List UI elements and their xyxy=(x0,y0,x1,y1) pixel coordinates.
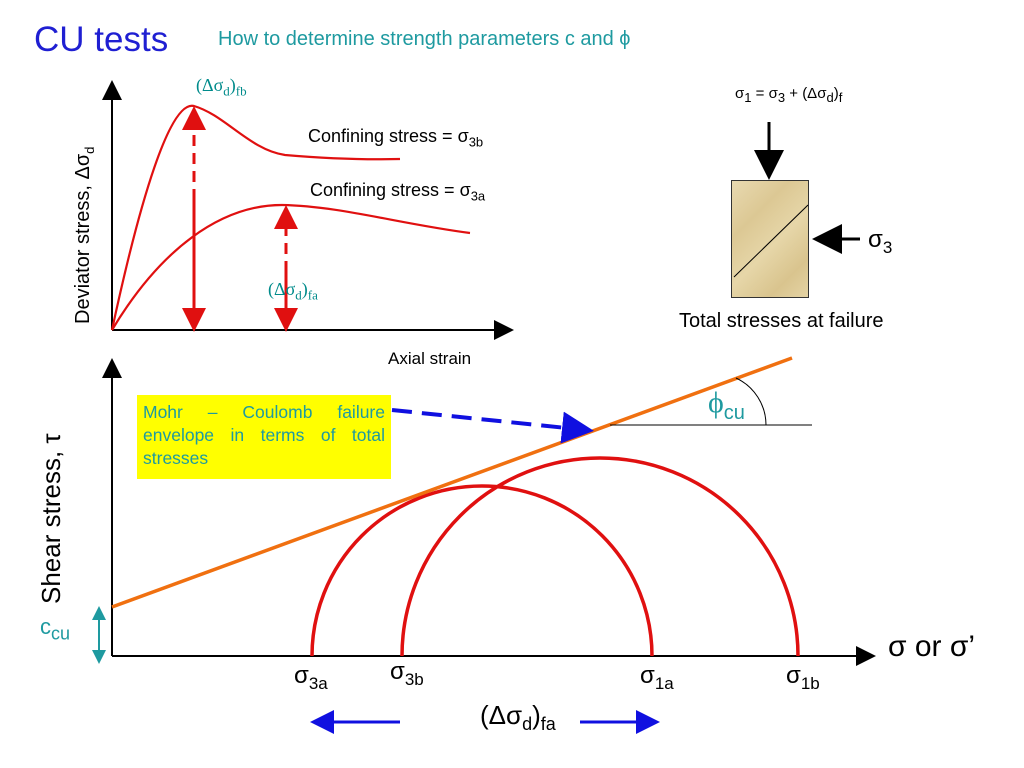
sigma-1a-label: σ1a xyxy=(640,662,674,693)
upper-y-axis-label: Deviator stress, Δσd xyxy=(72,146,97,324)
sigma-1b-label: σ1b xyxy=(786,662,820,693)
failure-envelope xyxy=(111,356,793,609)
note-pointer-arrow xyxy=(391,408,594,444)
failure-envelope-note: Mohr – Coulomb failure envelope in terms… xyxy=(137,395,391,479)
c-cu-label: ccu xyxy=(40,614,71,644)
lower-x-axis-label: σ or σ’ xyxy=(888,630,976,663)
sigma-3b-label: σ3b xyxy=(390,658,424,689)
curve-3a xyxy=(111,203,471,331)
deviator-stress-label: (Δσd)fa xyxy=(480,700,556,735)
phi-cu-label: ϕcu xyxy=(708,386,745,424)
failure-equation: σ1 = σ3 + (Δσd)f xyxy=(735,85,843,105)
sample-caption: Total stresses at failure xyxy=(679,310,884,332)
lower-y-axis-label: Shear stress, τ xyxy=(36,433,66,604)
curve-3b-label: Confining stress = σ3b xyxy=(308,126,484,150)
curve-3b xyxy=(110,104,401,331)
phi-arc xyxy=(735,377,767,426)
slide-subtitle: How to determine strength parameters c a… xyxy=(218,28,631,50)
peak-a-label: (Δσd)fa xyxy=(268,279,318,303)
mohr-circle-a xyxy=(310,484,654,657)
slide-title: CU tests xyxy=(34,20,169,59)
upper-x-axis-label: Axial strain xyxy=(388,349,472,368)
mohr-circle-b xyxy=(400,456,800,657)
lower-chart xyxy=(92,356,876,734)
upper-chart xyxy=(102,80,514,340)
failure-plane xyxy=(733,204,808,278)
soil-sample xyxy=(731,180,809,298)
curve-3a-label: Confining stress = σ3a xyxy=(310,180,486,204)
sigma-3a-label: σ3a xyxy=(294,662,328,693)
peak-b-label: (Δσd)fb xyxy=(196,75,247,99)
sigma3-label: σ3 xyxy=(868,226,893,257)
